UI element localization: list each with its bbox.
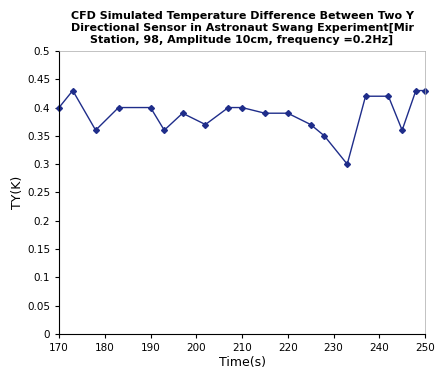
X-axis label: Time(s): Time(s)	[219, 356, 265, 369]
Y-axis label: TY(K): TY(K)	[11, 176, 24, 209]
Title: CFD Simulated Temperature Difference Between Two Y
Directional Sensor in Astrona: CFD Simulated Temperature Difference Bet…	[70, 11, 413, 45]
